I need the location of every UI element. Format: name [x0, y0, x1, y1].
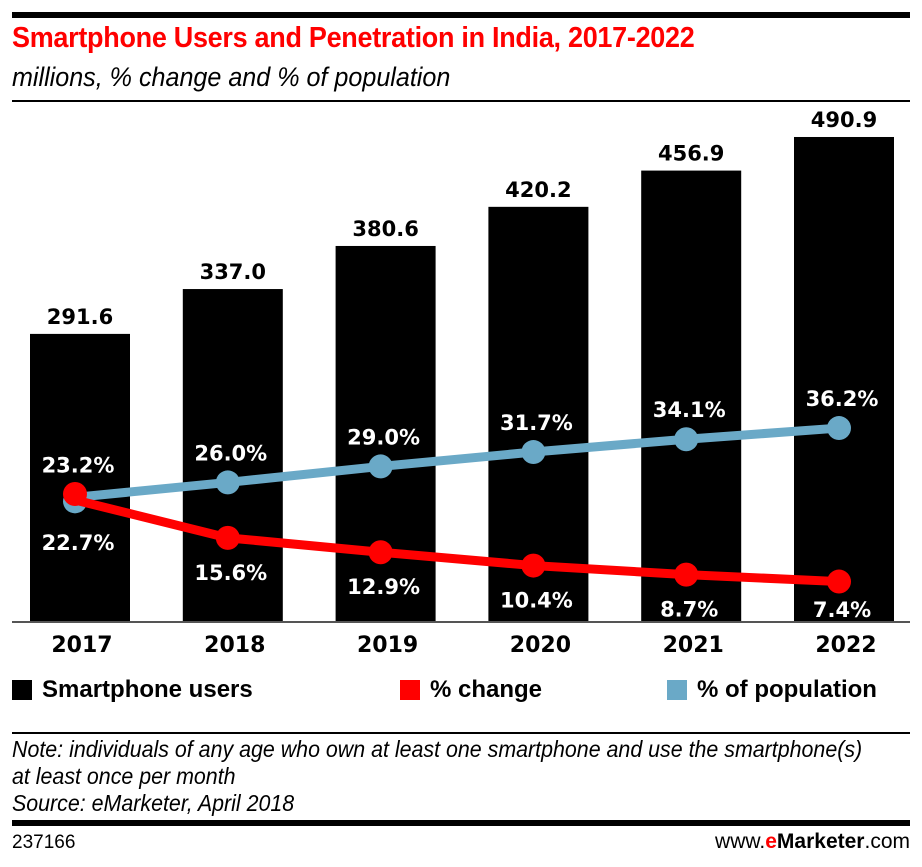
population-label-2022: 36.2%: [806, 387, 879, 411]
legend-swatch-change: [400, 680, 420, 700]
bar-value-label-2019: 380.6: [352, 217, 418, 241]
brand-prefix: www.: [715, 830, 766, 853]
population-label-2021: 34.1%: [653, 398, 726, 422]
population-label-2020: 31.7%: [500, 411, 573, 435]
bar-2022: [794, 136, 894, 623]
legend: Smartphone users % change % of populatio…: [12, 676, 910, 708]
top-rule: [12, 12, 910, 18]
point-population-2022: [827, 416, 851, 441]
point-change-2018: [215, 525, 240, 550]
point-population-2018: [215, 470, 240, 495]
legend-swatch-smartphone-users: [12, 680, 32, 700]
chart-area: 291.6 337.0 380.6 420.2 456.9 490.9 2017 2018 20…: [12, 108, 910, 658]
brand-e: e: [765, 830, 777, 853]
x-tick-label-2017: 2017: [51, 633, 112, 658]
x-tick-label-2019: 2019: [357, 633, 418, 658]
line-population: [74, 423, 840, 502]
legend-label: % change: [430, 676, 543, 703]
legend-label: Smartphone users: [42, 676, 253, 703]
change-label-2017: 22.7%: [42, 531, 115, 555]
point-change-2017: [63, 482, 87, 507]
x-tick-label-2022: 2022: [815, 633, 876, 658]
chart-title: Smartphone Users and Penetration in Indi…: [12, 22, 695, 54]
brand-suffix: .com: [864, 830, 910, 853]
legend-item-smartphone-users: Smartphone users: [12, 676, 253, 704]
point-change-2020: [521, 553, 546, 578]
chart-subtitle: millions, % change and % of population: [12, 62, 451, 92]
bottom-rule: [12, 820, 910, 826]
bar-2021: [641, 170, 742, 622]
point-population-2021: [674, 427, 699, 452]
brand-name: Marketer: [776, 830, 865, 853]
bar-value-label-2022: 490.9: [811, 108, 877, 132]
legend-swatch-population: [667, 680, 687, 700]
bar-value-label-2021: 456.9: [658, 142, 724, 166]
x-tick-label-2021: 2021: [663, 633, 724, 658]
source-text: Source: eMarketer, April 2018: [12, 790, 295, 816]
bar-2017: [30, 333, 130, 622]
legend-label: % of population: [697, 676, 877, 703]
bar-2018: [182, 289, 283, 622]
bar-2020: [488, 206, 589, 622]
point-population-2019: [368, 454, 393, 479]
population-label-2019: 29.0%: [347, 425, 420, 449]
x-tick-label-2018: 2018: [204, 633, 265, 658]
change-label-2018: 15.6%: [194, 561, 267, 585]
bar-value-label-2018: 337.0: [200, 260, 266, 284]
point-change-2019: [368, 540, 393, 565]
change-label-2022: 7.4%: [813, 598, 871, 622]
point-change-2021: [674, 562, 699, 587]
population-label-2018: 26.0%: [194, 441, 267, 465]
point-change-2022: [827, 569, 851, 594]
x-tick-label-2020: 2020: [510, 633, 571, 658]
legend-item-change: % change: [400, 676, 542, 704]
change-label-2021: 8.7%: [660, 598, 718, 622]
line-change: [73, 495, 840, 587]
note-rule: [12, 732, 910, 734]
bar-value-label-2020: 420.2: [505, 178, 571, 202]
footnote: Note: individuals of any age who own at …: [12, 736, 868, 817]
legend-item-population: % of population: [667, 676, 877, 704]
note-text: Note: individuals of any age who own at …: [12, 736, 863, 789]
subtitle-rule: [12, 100, 910, 102]
change-label-2020: 10.4%: [500, 589, 573, 613]
bar-value-label-2017: 291.6: [47, 305, 113, 329]
change-label-2019: 12.9%: [347, 575, 420, 599]
population-label-2017: 23.2%: [42, 453, 115, 477]
brand-logo[interactable]: www.eMarketer.com: [715, 830, 910, 854]
chart-id: 237166: [12, 832, 76, 853]
point-population-2020: [521, 440, 546, 465]
